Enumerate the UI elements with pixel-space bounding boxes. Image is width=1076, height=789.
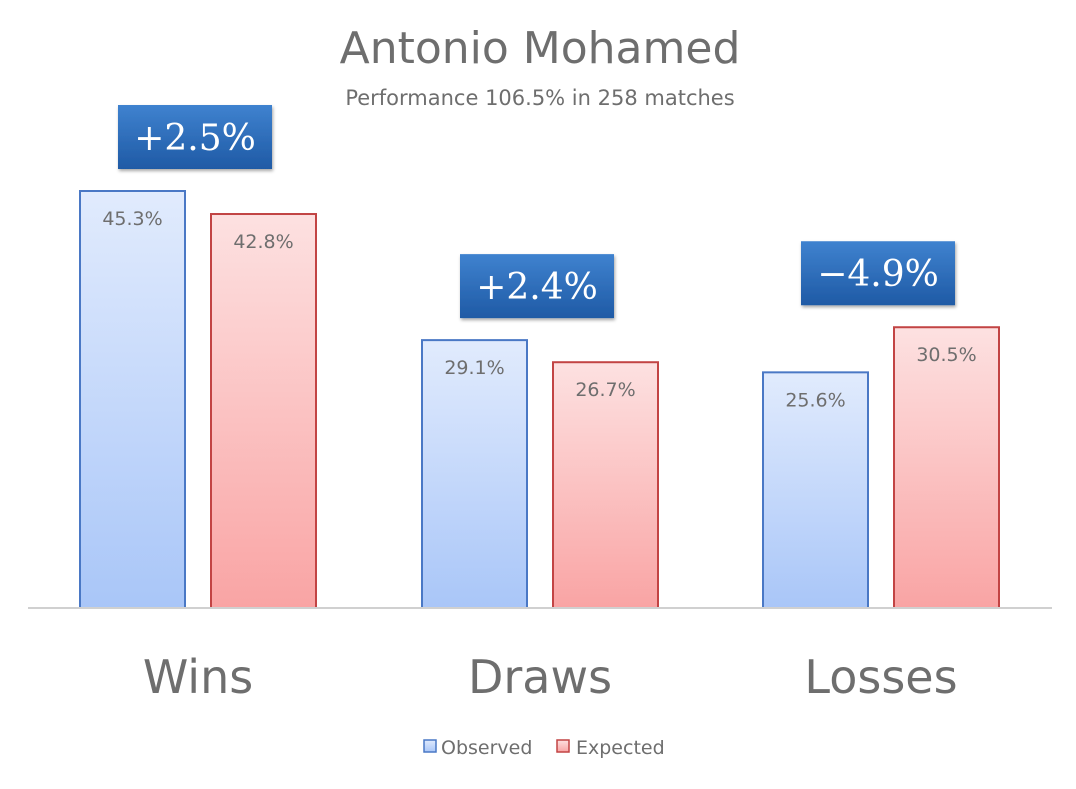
data-label-observed-wins: 45.3% — [102, 208, 162, 230]
data-label-expected-losses: 30.5% — [916, 344, 976, 366]
data-label-expected-draws: 26.7% — [575, 379, 635, 401]
category-label-wins: Wins — [143, 650, 253, 704]
chart-title: Antonio Mohamed — [340, 23, 741, 74]
difference-label-draws: +2.4% — [476, 267, 598, 308]
category-label-losses: Losses — [804, 650, 957, 704]
category-label-draws: Draws — [468, 650, 612, 704]
badges-layer: +2.5% +2.4% −4.9% — [118, 105, 955, 319]
difference-label-losses: −4.9% — [817, 254, 939, 295]
bar-observed-losses — [762, 371, 869, 609]
difference-label-wins: +2.5% — [134, 118, 256, 159]
bar-expected-wins — [210, 213, 317, 609]
difference-badge-losses — [801, 241, 955, 306]
bar-observed-draws — [421, 339, 528, 609]
chart-subtitle: Performance 106.5% in 258 matches — [345, 86, 734, 110]
bar-observed-wins — [79, 190, 186, 609]
bar-expected-losses — [893, 326, 1000, 609]
legend-label-expected: Expected — [576, 737, 665, 759]
legend-swatch-observed — [423, 739, 437, 753]
bar-expected-draws — [552, 361, 659, 609]
category-labels: Wins Draws Losses — [143, 650, 958, 704]
difference-badge-draws — [460, 254, 614, 319]
legend-swatch-expected — [556, 739, 570, 753]
data-label-expected-wins: 42.8% — [233, 231, 293, 253]
bars-layer: 45.3% 42.8% 29.1% 26.7% 25.6% 30.5% — [79, 190, 1000, 609]
data-label-observed-draws: 29.1% — [444, 357, 504, 379]
data-label-observed-losses: 25.6% — [785, 389, 845, 411]
difference-badge-wins — [118, 105, 272, 169]
legend-label-observed: Observed — [441, 737, 532, 759]
legend: Observed Expected — [423, 737, 665, 759]
